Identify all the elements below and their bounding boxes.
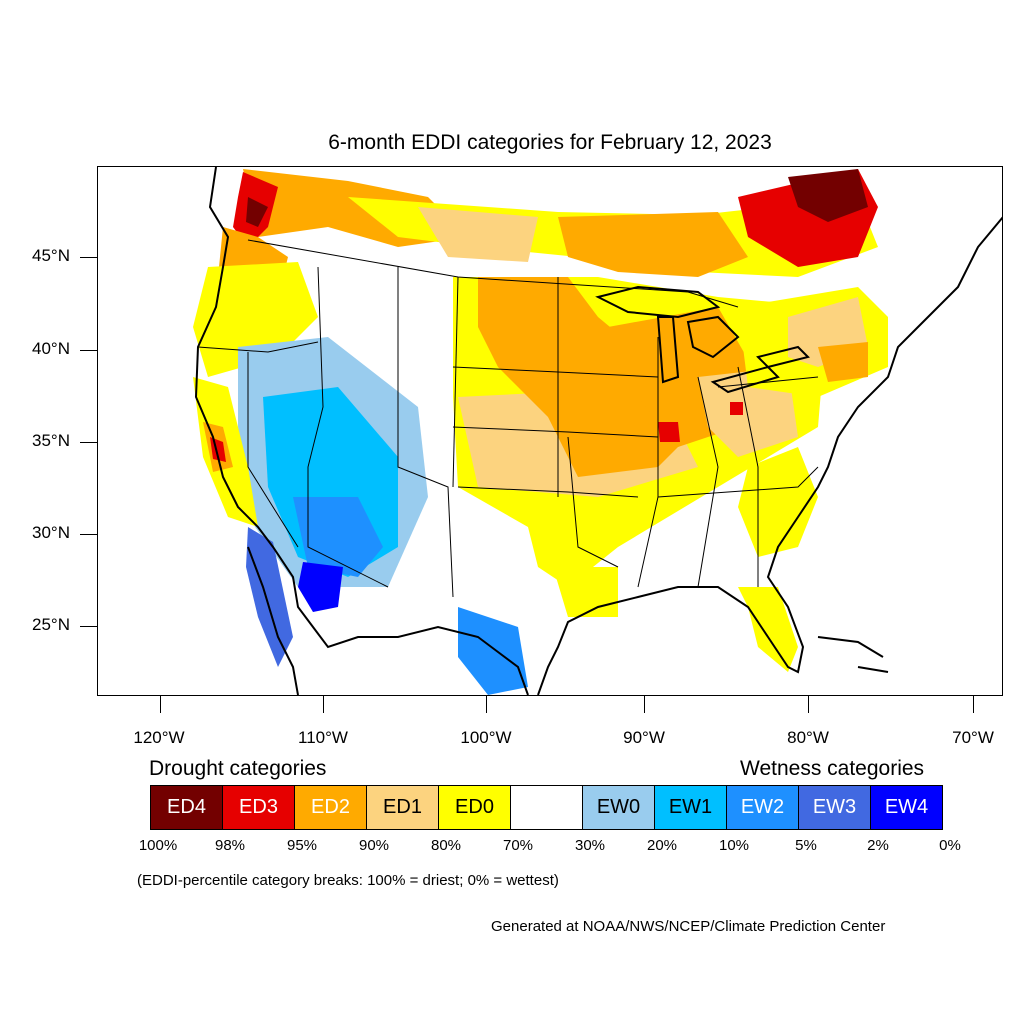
lat-tick bbox=[80, 257, 97, 258]
lon-label-90w: 90°W bbox=[623, 728, 665, 747]
region-sonora-ew4 bbox=[298, 562, 343, 612]
region-texas-ew2 bbox=[458, 607, 528, 695]
percentile-label: 0% bbox=[939, 837, 961, 854]
region-ontario-ed2 bbox=[558, 212, 748, 277]
region-ohio-ed3 bbox=[730, 402, 743, 415]
legend-swatch-ew0: EW0 bbox=[582, 785, 655, 830]
legend-swatch-ed1: ED1 bbox=[366, 785, 439, 830]
percentile-label: 100% bbox=[138, 837, 178, 854]
lat-label-45: 45°N bbox=[32, 246, 70, 265]
category-note: (EDDI-percentile category breaks: 100% =… bbox=[137, 872, 559, 889]
legend-swatch-ed3: ED3 bbox=[222, 785, 295, 830]
lat-tick bbox=[80, 534, 97, 535]
great-lakes bbox=[595, 285, 810, 394]
wetness-categories-heading: Wetness categories bbox=[740, 757, 925, 780]
legend-swatch-ed4: ED4 bbox=[150, 785, 223, 830]
percentile-label: 20% bbox=[646, 837, 678, 854]
region-bc-ed4 bbox=[246, 197, 268, 227]
legend-swatch-ew3: EW3 bbox=[798, 785, 871, 830]
region-nyne-ed2 bbox=[818, 342, 868, 382]
percentile-label: 30% bbox=[574, 837, 606, 854]
lat-label-35: 35°N bbox=[32, 431, 70, 450]
percentile-label: 70% bbox=[502, 837, 534, 854]
percentile-label: 5% bbox=[795, 837, 817, 854]
lon-tick bbox=[973, 696, 974, 713]
legend-swatch-ed2: ED2 bbox=[294, 785, 367, 830]
percentile-label: 10% bbox=[718, 837, 750, 854]
lat-label-25: 25°N bbox=[32, 615, 70, 634]
lon-tick bbox=[808, 696, 809, 713]
region-florida-ed0 bbox=[738, 587, 798, 672]
legend-colorbar: ED4 ED3 ED2 ED1 ED0 EW0 EW1 EW2 EW3 EW4 bbox=[150, 785, 943, 830]
region-baja-ew3 bbox=[246, 527, 293, 667]
lon-tick bbox=[323, 696, 324, 713]
state-borders bbox=[197, 239, 819, 598]
lon-tick bbox=[644, 696, 645, 713]
region-sw-ew2 bbox=[293, 497, 383, 577]
lon-label-110w: 110°W bbox=[298, 728, 348, 747]
lon-label-100w: 100°W bbox=[460, 728, 512, 747]
region-quebec-ed4 bbox=[788, 169, 868, 222]
credit-line: Generated at NOAA/NWS/NCEP/Climate Predi… bbox=[491, 918, 886, 935]
lon-label-120w: 120°W bbox=[133, 728, 185, 747]
percentile-label: 98% bbox=[214, 837, 246, 854]
legend-swatch-ew4: EW4 bbox=[870, 785, 943, 830]
lat-label-30: 30°N bbox=[32, 523, 70, 542]
percentile-label: 80% bbox=[430, 837, 462, 854]
legend-swatch-none bbox=[510, 785, 583, 830]
legend-swatch-ew1: EW1 bbox=[654, 785, 727, 830]
lat-tick bbox=[80, 626, 97, 627]
lon-label-80w: 80°W bbox=[787, 728, 829, 747]
lat-tick bbox=[80, 350, 97, 351]
percentile-label: 2% bbox=[867, 837, 889, 854]
caribbean-islands bbox=[817, 636, 889, 673]
map-canvas bbox=[193, 167, 1002, 695]
map-title: 6-month EDDI categories for February 12,… bbox=[328, 131, 772, 154]
region-gulf-ed0 bbox=[553, 567, 618, 617]
legend-swatch-ew2: EW2 bbox=[726, 785, 799, 830]
percentile-label: 95% bbox=[286, 837, 318, 854]
percentile-label: 90% bbox=[358, 837, 390, 854]
region-illinois-ed3 bbox=[658, 422, 680, 442]
lat-label-40: 40°N bbox=[32, 339, 70, 358]
region-canada-ed1 bbox=[418, 207, 538, 262]
lon-tick bbox=[486, 696, 487, 713]
coastlines bbox=[194, 167, 1002, 695]
legend-swatch-ed0: ED0 bbox=[438, 785, 511, 830]
lat-tick bbox=[80, 442, 97, 443]
lon-label-70w: 70°W bbox=[952, 728, 994, 747]
eddi-map bbox=[97, 166, 1003, 696]
lon-tick bbox=[160, 696, 161, 713]
region-plains-ed2 bbox=[478, 277, 698, 477]
drought-categories-heading: Drought categories bbox=[149, 757, 327, 780]
